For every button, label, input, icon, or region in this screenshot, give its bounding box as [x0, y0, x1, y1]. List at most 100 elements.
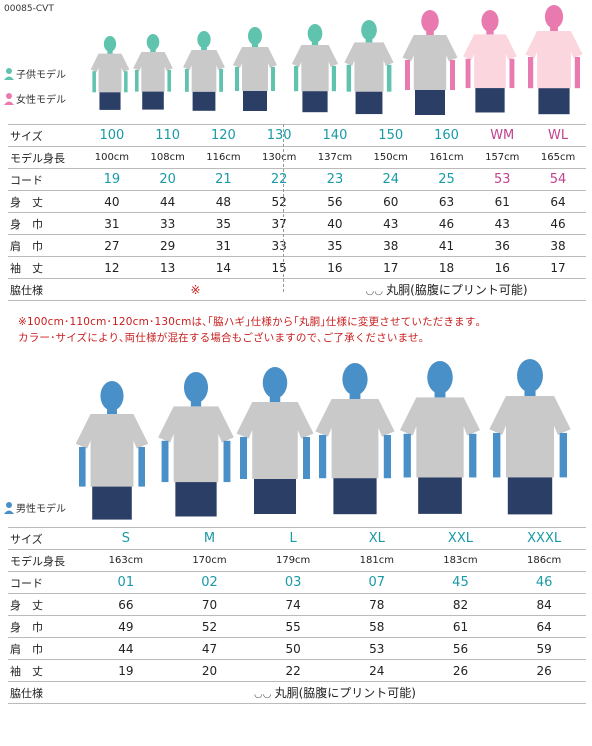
top-model-figure: [463, 10, 517, 113]
top-cell-code: 54: [530, 168, 586, 191]
top-cell-length: 40: [84, 190, 140, 213]
top-cell-sleeve: 17: [362, 256, 419, 279]
male-cell-length: 78: [334, 593, 419, 616]
male-cell-size: L: [251, 527, 335, 550]
female-model-icon: [4, 92, 14, 105]
notice-line-1: ※100cm･110cm･120cm･130cmは､｢脇ハギ｣仕様から｢丸胴｣仕…: [18, 316, 482, 328]
top-cell-size: 110: [139, 124, 196, 147]
top-cell-length: 63: [418, 190, 475, 213]
top-cell-size: 120: [195, 124, 252, 147]
top-cell-size: 130: [251, 124, 308, 147]
male-row-length: 身 丈 66 70 74 78 82 84: [8, 593, 586, 616]
top-cell-width: 35: [195, 212, 252, 235]
male-row-shoulder: 肩 巾 44 47 50 53 56 59: [8, 637, 586, 660]
top-cell-shoulder: 27: [84, 234, 140, 257]
male-cell-code: 01: [84, 571, 168, 594]
top-cell-length: 52: [251, 190, 308, 213]
product-code: 00085-CVT: [4, 4, 54, 14]
top-side-note-mark: ※: [84, 278, 308, 301]
male-model-figure: [158, 372, 234, 517]
top-cell-code: 20: [139, 168, 196, 191]
male-model-figure: [236, 367, 314, 514]
male-cell-length: 66: [84, 593, 168, 616]
male-cell-height: 179cm: [251, 549, 335, 572]
male-cell-sleeve: 22: [251, 659, 335, 682]
child-model-icon: [4, 67, 14, 80]
male-label-code: コード: [8, 571, 84, 594]
top-cell-width: 43: [474, 212, 531, 235]
top-model-figures: [90, 5, 583, 115]
legend-male-label: 男性モデル: [16, 504, 66, 515]
male-cell-shoulder: 44: [84, 637, 168, 660]
male-size-table: サイズ S M L XL XXL XXXL モデル身長 163cm 170cm 179cm 181cm…: [8, 527, 586, 704]
male-row-width: 身 巾 49 52 55 58 61 64: [8, 615, 586, 638]
male-cell-width: 49: [84, 615, 168, 638]
male-model-figure: [399, 361, 481, 514]
male-model-figures: [75, 359, 571, 520]
top-cell-shoulder: 29: [139, 234, 196, 257]
top-cell-shoulder: 38: [530, 234, 586, 257]
top-cell-code: 53: [474, 168, 531, 191]
male-cell-shoulder: 53: [334, 637, 419, 660]
top-cell-sleeve: 14: [195, 256, 252, 279]
top-cell-size: WL: [530, 124, 586, 147]
male-label-shoulder: 肩 巾: [8, 637, 84, 660]
male-side-spec: ◡◡ 丸胴(脇腹にプリント可能): [84, 681, 586, 704]
top-cell-sleeve: 16: [307, 256, 363, 279]
male-side-spec-text: 丸胴(脇腹にプリント可能): [274, 686, 416, 700]
male-cell-width: 55: [251, 615, 335, 638]
top-row-size: サイズ 100 110 120 130 140 150 160 WM WL: [8, 124, 586, 147]
top-cell-shoulder: 41: [418, 234, 475, 257]
male-cell-size: XXL: [418, 527, 503, 550]
top-model-figure: [133, 34, 173, 110]
top-cell-length: 48: [195, 190, 252, 213]
top-cell-width: 31: [84, 212, 140, 235]
male-cell-height: 181cm: [334, 549, 419, 572]
top-cell-shoulder: 31: [195, 234, 252, 257]
top-cell-code: 24: [362, 168, 419, 191]
male-model-icon: [4, 501, 14, 514]
male-model-figure: [75, 381, 149, 520]
male-cell-width: 52: [167, 615, 252, 638]
top-row-height: モデル身長 100cm 108cm 116cm 130cm 137cm 150cm 161cm…: [8, 146, 586, 169]
male-cell-sleeve: 26: [418, 659, 503, 682]
male-cell-size: S: [84, 527, 168, 550]
top-size-table: サイズ 100 110 120 130 140 150 160 WM WL モデル身長 100cm 10…: [8, 124, 586, 301]
male-cell-size: XXXL: [502, 527, 586, 550]
male-cell-code: 03: [251, 571, 335, 594]
male-label-sleeve: 袖 丈: [8, 659, 84, 682]
top-label-width: 身 巾: [8, 212, 84, 235]
male-row-sleeve: 袖 丈 19 20 22 24 26 26: [8, 659, 586, 682]
male-cell-height: 170cm: [167, 549, 252, 572]
top-cell-code: 23: [307, 168, 363, 191]
male-cell-sleeve: 19: [84, 659, 168, 682]
top-cell-code: 19: [84, 168, 140, 191]
top-cell-width: 46: [530, 212, 586, 235]
top-cell-size: 160: [418, 124, 475, 147]
round-body-icon: ◡◡: [365, 286, 387, 297]
top-cell-length: 44: [139, 190, 196, 213]
top-cell-height: 130cm: [251, 146, 308, 169]
round-body-icon: ◡◡: [253, 689, 275, 700]
male-cell-sleeve: 24: [334, 659, 419, 682]
male-label-length: 身 丈: [8, 593, 84, 616]
top-cell-length: 64: [530, 190, 586, 213]
legend-male: 男性モデル: [4, 500, 66, 515]
top-table-divider: [283, 124, 284, 292]
top-cell-length: 61: [474, 190, 531, 213]
notice-line-2: カラー･サイズにより､両仕様が混在する場合もございますので､ご了承くださいませ｡: [18, 332, 425, 344]
top-cell-length: 60: [362, 190, 419, 213]
top-side-spec: ◡◡ 丸胴(脇腹にプリント可能): [307, 278, 586, 301]
male-row-code: コード 01 02 03 07 45 46: [8, 571, 586, 594]
top-label-height: モデル身長: [8, 146, 84, 169]
male-label-height: モデル身長: [8, 549, 84, 572]
male-cell-size: M: [167, 527, 252, 550]
top-label-side: 脇仕様: [8, 278, 84, 301]
top-cell-height: 165cm: [530, 146, 586, 169]
top-cell-sleeve: 16: [474, 256, 531, 279]
male-cell-size: XL: [334, 527, 419, 550]
top-label-code: コード: [8, 168, 84, 191]
top-cell-width: 43: [362, 212, 419, 235]
top-cell-sleeve: 18: [418, 256, 475, 279]
top-cell-shoulder: 33: [251, 234, 308, 257]
